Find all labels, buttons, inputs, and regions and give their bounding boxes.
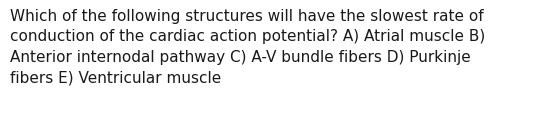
Text: Which of the following structures will have the slowest rate of
conduction of th: Which of the following structures will h… <box>10 9 485 85</box>
